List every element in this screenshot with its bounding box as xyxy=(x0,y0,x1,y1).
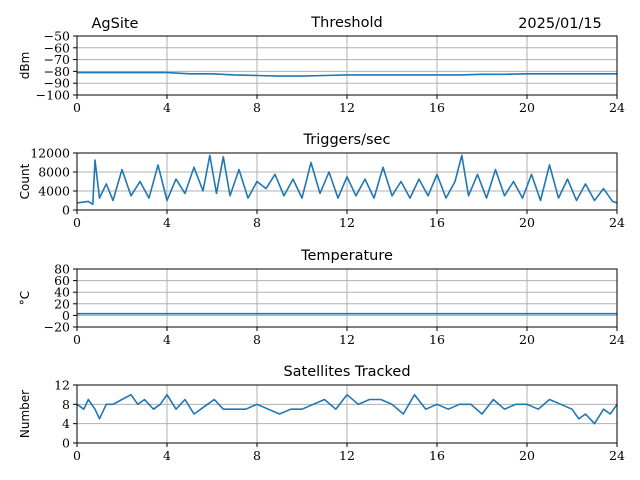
y-axis-label: °C xyxy=(18,291,32,305)
x-tick-label: 16 xyxy=(429,215,445,230)
y-tick-label: −60 xyxy=(44,40,70,55)
x-tick-label: 24 xyxy=(609,215,625,230)
panel-title: Satellites Tracked xyxy=(283,364,410,380)
series-line-1 xyxy=(76,393,618,425)
y-tick-label: 40 xyxy=(54,285,70,300)
y-tick-label: 0 xyxy=(62,436,70,451)
series-line-1 xyxy=(77,71,617,77)
x-tick-label: 20 xyxy=(519,448,535,463)
x-tick-label: 4 xyxy=(163,100,171,115)
x-tick-label: 0 xyxy=(73,448,81,463)
chart-panels: 0 4 8 12 16 20 24 −100−90−80−70−60−50 Threshold d… xyxy=(18,15,625,463)
x-tick-label: 20 xyxy=(519,215,535,230)
y-tick-label: −50 xyxy=(44,29,70,44)
x-tick-label: 8 xyxy=(253,332,261,347)
y-tick-label: 4000 xyxy=(38,184,70,199)
x-tick-label: 16 xyxy=(429,100,445,115)
x-tick-label: 12 xyxy=(339,332,355,347)
x-tick-label: 8 xyxy=(253,100,261,115)
x-tick-label: 8 xyxy=(253,448,261,463)
panel-title: Temperature xyxy=(300,248,393,264)
date-label: 2025/01/15 xyxy=(518,16,602,32)
panel-title: Triggers/sec xyxy=(303,132,391,148)
y-axis-label: Number xyxy=(18,390,32,438)
x-tick-label: 0 xyxy=(73,215,81,230)
x-tick-label: 0 xyxy=(73,332,81,347)
y-tick-label: 0 xyxy=(62,203,70,218)
x-tick-label: 16 xyxy=(429,332,445,347)
panel-2: 0 4 8 12 16 20 24 0 4000 8000 12000 Triggers/sec Cou… xyxy=(18,132,625,230)
y-axis-label: dBm xyxy=(18,52,32,80)
x-tick-label: 20 xyxy=(519,332,535,347)
x-tick-label: 4 xyxy=(163,215,171,230)
x-tick-label: 8 xyxy=(253,215,261,230)
x-tick-label: 16 xyxy=(429,448,445,463)
y-axis-label: Count xyxy=(18,163,32,199)
series-line-1 xyxy=(76,154,618,206)
y-tick-label: 12000 xyxy=(30,146,70,161)
y-tick-label: 12 xyxy=(54,378,70,393)
panel-4: 0 4 8 12 16 20 24 0 4 8 12 Satellites Tracked Number xyxy=(18,364,625,463)
y-tick-label: −100 xyxy=(36,88,70,103)
y-tick-label: 8 xyxy=(62,397,70,412)
panel-1: 0 4 8 12 16 20 24 −100−90−80−70−60−50 Threshold d… xyxy=(18,15,625,115)
panel-title: Threshold xyxy=(310,15,382,31)
x-tick-label: 24 xyxy=(609,332,625,347)
x-tick-label: 20 xyxy=(519,100,535,115)
y-tick-label: 0 xyxy=(62,308,70,323)
y-tick-label: 20 xyxy=(54,296,70,311)
x-tick-label: 24 xyxy=(609,100,625,115)
x-tick-label: 4 xyxy=(163,332,171,347)
x-tick-label: 4 xyxy=(163,448,171,463)
y-tick-label: 8000 xyxy=(38,165,70,180)
y-tick-label: 4 xyxy=(62,416,70,431)
x-tick-label: 12 xyxy=(339,215,355,230)
x-tick-label: 0 xyxy=(73,100,81,115)
x-tick-label: 12 xyxy=(339,100,355,115)
y-tick-label: −20 xyxy=(44,320,70,335)
y-tick-label: −90 xyxy=(44,76,70,91)
x-tick-label: 24 xyxy=(609,448,625,463)
y-tick-label: −70 xyxy=(44,52,70,67)
y-tick-label: 80 xyxy=(54,262,70,277)
y-tick-label: 60 xyxy=(54,273,70,288)
site-label: AgSite xyxy=(92,16,139,32)
x-tick-label: 12 xyxy=(339,448,355,463)
y-tick-label: −80 xyxy=(44,64,70,79)
